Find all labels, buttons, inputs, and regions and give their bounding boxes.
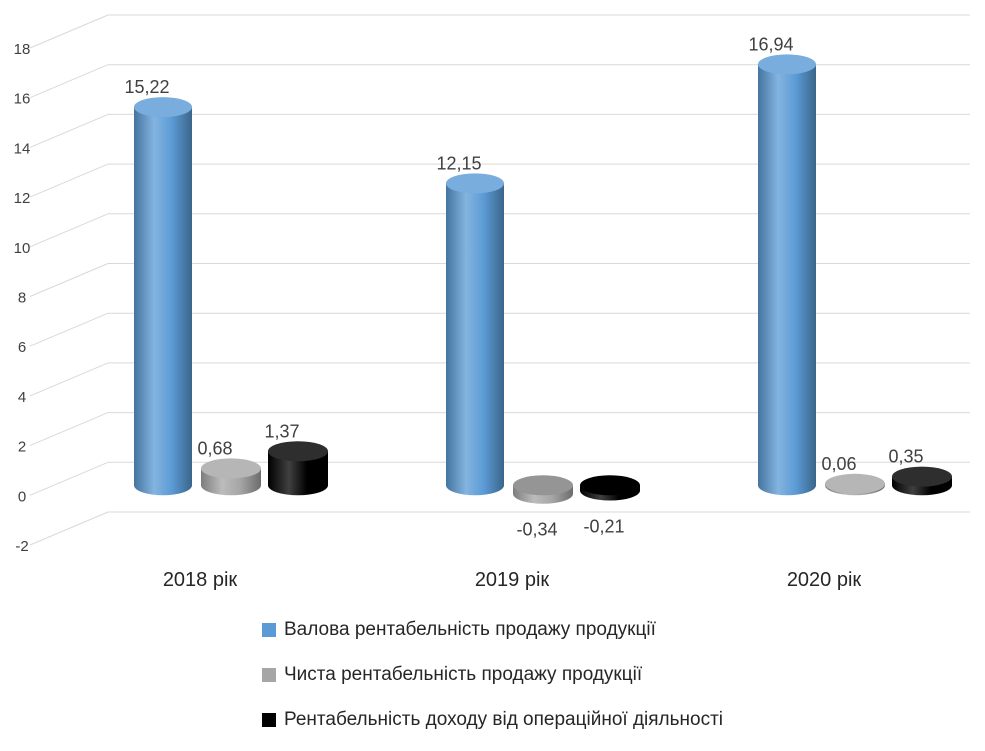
y-tick-label: 18 bbox=[14, 41, 31, 58]
gridline-side bbox=[29, 511, 109, 546]
bar-top-cap bbox=[825, 473, 885, 494]
gridline-side bbox=[29, 312, 109, 347]
chart: 18 16 14 12 10 8 6 4 2 0 -2 15,22 12,15 16,94 0,68 -0,3… bbox=[14, 14, 970, 591]
legend-item: Чиста рентабельність продажу продукції bbox=[262, 661, 723, 689]
y-tick-label: 4 bbox=[18, 389, 26, 406]
y-tick-label: 16 bbox=[14, 91, 31, 108]
y-tick-label: 2 bbox=[18, 439, 26, 456]
data-label: 15,22 bbox=[124, 77, 169, 97]
y-tick-label: 12 bbox=[14, 190, 31, 207]
y-tick-label: 10 bbox=[14, 240, 31, 257]
bar-top-cap bbox=[201, 458, 261, 479]
data-label: -0,34 bbox=[516, 520, 557, 540]
legend-label: Валова рентабельність продажу продукції bbox=[284, 619, 656, 640]
bar-series-0-0 bbox=[134, 107, 192, 496]
legend-label: Рентабельність доходу від операційної ді… bbox=[284, 709, 724, 730]
data-label: -0,21 bbox=[583, 517, 624, 537]
bar-series-0-1 bbox=[446, 183, 504, 496]
gridline-side bbox=[29, 412, 109, 447]
legend-swatch bbox=[262, 713, 276, 727]
gridline-side bbox=[29, 64, 109, 99]
y-tick-label: 14 bbox=[14, 140, 31, 157]
y-tick-label: 8 bbox=[18, 290, 26, 307]
gridline-side bbox=[29, 362, 109, 397]
gridline-side bbox=[29, 213, 109, 248]
legend-item: Рентабельність доходу від операційної ді… bbox=[262, 706, 723, 734]
bar-top-cap bbox=[580, 475, 640, 496]
gridline-side bbox=[29, 263, 109, 297]
x-category-label: 2019 рік bbox=[475, 569, 550, 591]
data-label: 16,94 bbox=[748, 34, 793, 54]
y-tick-label: 6 bbox=[18, 339, 26, 356]
y-tick-label: -2 bbox=[15, 538, 28, 555]
chart-plot: 18 16 14 12 10 8 6 4 2 0 -2 15,22 12,15 16,94 0,68 -0,3… bbox=[14, 14, 970, 591]
y-tick-label: 0 bbox=[18, 488, 26, 505]
data-label: 1,37 bbox=[264, 421, 299, 441]
bar-series-0-2 bbox=[758, 64, 816, 496]
x-category-label: 2020 рік bbox=[787, 569, 862, 591]
gridline-side bbox=[29, 14, 109, 49]
bar-top-cap bbox=[892, 466, 952, 487]
legend: Валова рентабельність продажу продукції … bbox=[262, 616, 723, 751]
bar-top-cap bbox=[758, 54, 816, 75]
data-label: 0,68 bbox=[197, 438, 232, 458]
data-label: 0,06 bbox=[821, 454, 856, 474]
gridline-side bbox=[29, 163, 109, 198]
data-label: 12,15 bbox=[436, 153, 481, 173]
data-label: 0,35 bbox=[888, 447, 923, 467]
legend-swatch bbox=[262, 668, 276, 682]
legend-label: Чиста рентабельність продажу продукції bbox=[284, 664, 643, 685]
gridline-side bbox=[29, 461, 109, 496]
bar-top-cap bbox=[446, 173, 504, 194]
gridline-side bbox=[29, 113, 109, 148]
legend-swatch bbox=[262, 623, 276, 637]
bar-top-cap bbox=[513, 475, 573, 496]
bar-series-2-0 bbox=[268, 451, 328, 496]
x-category-label: 2018 рік bbox=[163, 569, 238, 591]
bar-top-cap bbox=[134, 97, 192, 118]
bar-top-cap bbox=[268, 441, 328, 462]
legend-item: Валова рентабельність продажу продукції bbox=[262, 616, 723, 644]
